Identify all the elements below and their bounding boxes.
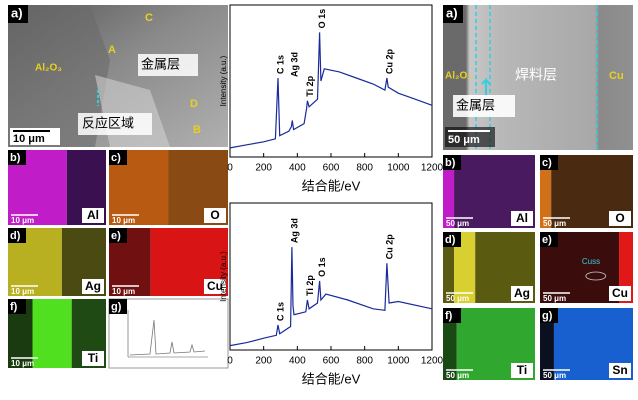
scale-text: 50 μm [446, 219, 469, 228]
panel-label: a) [446, 5, 458, 20]
x-tick-label: 600 [323, 356, 340, 367]
element-label: Sn [612, 363, 627, 377]
y-axis-label: Intensity (a.u.) [219, 251, 228, 302]
peak-label: Ag 3d [289, 52, 299, 77]
peak-label: Cu 2p [384, 48, 394, 74]
panel-label: d) [445, 234, 456, 246]
x-tick-label: 1000 [387, 356, 410, 367]
scale-text: 10 μm [112, 287, 135, 296]
panel-label: b) [445, 157, 456, 169]
element-label: Al [87, 208, 99, 222]
peak-label: C 1s [275, 55, 285, 74]
peak-label: Ag 3d [289, 218, 299, 243]
scale-text: 50 μm [543, 294, 566, 303]
scale-text: 50 μm [446, 371, 469, 380]
panel-label: f) [10, 301, 18, 313]
region-label: 金属层 [141, 56, 180, 71]
element-label: Ag [85, 279, 101, 293]
x-axis-label: 结合能/eV [302, 178, 361, 193]
region-label: Cu [609, 70, 624, 82]
x-tick-label: 400 [289, 356, 306, 367]
x-tick-label: 600 [323, 163, 340, 174]
region-label: Al₂O₃ [445, 71, 472, 82]
x-tick-label: 0 [227, 356, 233, 367]
element-label: Cu [612, 286, 628, 300]
element-label: O [615, 211, 624, 225]
scale-text: 10 μm [11, 287, 34, 296]
x-tick-label: 800 [356, 163, 373, 174]
panel-label: g) [111, 301, 122, 313]
plot-frame [230, 5, 432, 157]
scale-text: 10 μm [11, 216, 34, 225]
peak-label: O 1s [317, 257, 327, 277]
page: a) C A Al₂O₃ 金属层 D B 反应区域 10 μm g) a) Al… [0, 0, 638, 400]
panel-label: f) [445, 310, 453, 322]
point-label: A [108, 44, 116, 56]
element-label: Ag [514, 286, 530, 300]
panel-label: d) [10, 230, 21, 242]
panel-label: c) [111, 152, 121, 164]
panel-label: b) [10, 152, 21, 164]
element-label: Al [516, 211, 528, 225]
panel-label: a) [11, 5, 23, 20]
x-axis-label: 结合能/eV [302, 371, 361, 386]
scale-text: 50 μm [446, 294, 469, 303]
x-tick-label: 1200 [421, 163, 444, 174]
peak-label: Ti 2p [305, 275, 315, 296]
panel-label: e) [111, 230, 121, 242]
figure: a) C A Al₂O₃ 金属层 D B 反应区域 10 μm g) a) Al… [0, 0, 638, 400]
element-label: O [210, 208, 219, 222]
plot-frame [230, 203, 432, 350]
point-label: C [145, 12, 153, 24]
scale-text: 10 μm [13, 133, 45, 145]
scale-text: 50 μm [543, 219, 566, 228]
scale-text: 50 μm [543, 371, 566, 380]
panel-label: g) [542, 310, 553, 322]
element-label: Ti [517, 363, 527, 377]
scale-text: 10 μm [11, 359, 34, 368]
x-tick-label: 1200 [421, 356, 444, 367]
element-label: Ti [88, 351, 98, 365]
x-tick-label: 200 [255, 163, 272, 174]
spectrum-line [230, 32, 432, 147]
map-image [33, 299, 72, 368]
x-tick-label: 200 [255, 356, 272, 367]
spectrum-line [230, 247, 432, 346]
x-tick-label: 1000 [387, 163, 410, 174]
note: Cuss [582, 257, 600, 266]
peak-label: Cu 2p [384, 234, 394, 260]
x-tick-label: 0 [227, 163, 233, 174]
point-label: B [193, 124, 201, 136]
scale-text: 50 μm [448, 134, 480, 146]
peak-label: O 1s [317, 9, 327, 29]
peak-label: Ti 2p [305, 75, 315, 96]
panel-label: c) [542, 157, 552, 169]
region-label: 焊料层 [515, 67, 557, 83]
point-label: D [190, 98, 198, 110]
region-label: 反应区域 [82, 115, 134, 130]
region-label: Al₂O₃ [35, 63, 62, 74]
y-axis-label: Intensity (a.u.) [219, 55, 228, 106]
x-tick-label: 800 [356, 356, 373, 367]
region-label: 金属层 [456, 97, 495, 112]
peak-label: C 1s [275, 302, 285, 321]
panel-label: e) [542, 234, 552, 246]
x-tick-label: 400 [289, 163, 306, 174]
scale-text: 10 μm [112, 216, 135, 225]
